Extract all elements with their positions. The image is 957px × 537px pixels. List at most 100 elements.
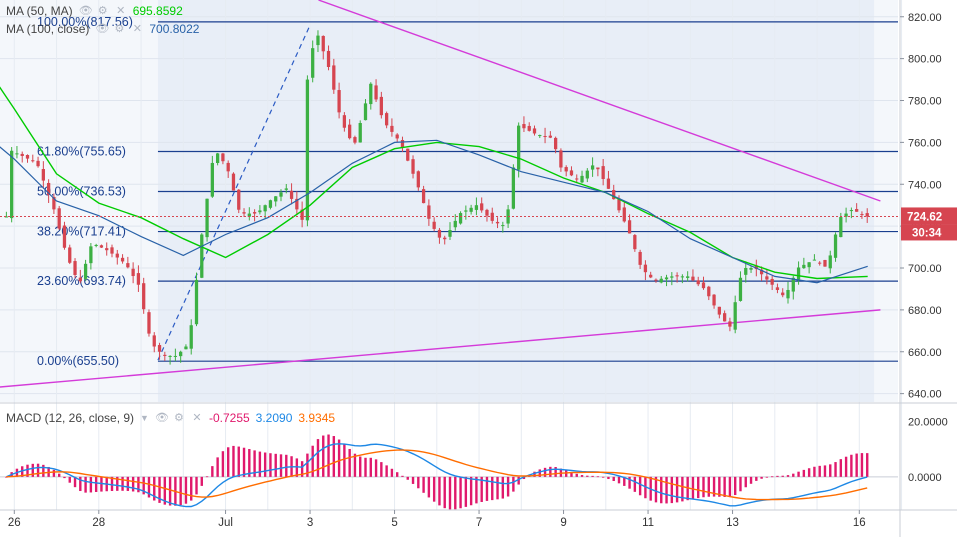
candle-up bbox=[538, 135, 542, 137]
price-axis-label: 700.00 bbox=[908, 263, 942, 275]
ma100-line bbox=[0, 139, 868, 284]
gear-icon[interactable]: ⚙ bbox=[174, 412, 184, 424]
macd-histogram-bar bbox=[491, 476, 494, 501]
candle-down bbox=[712, 294, 716, 306]
candle-down bbox=[52, 196, 56, 210]
gear-icon[interactable]: ⚙ bbox=[97, 5, 108, 17]
ma50-legend[interactable]: MA (50, MA) 👁 ⚙ ✕ 695.8592 bbox=[6, 4, 183, 18]
candle-up bbox=[585, 170, 589, 179]
macd-histogram-bar bbox=[765, 476, 769, 478]
candle-down bbox=[252, 212, 257, 214]
candle-up bbox=[844, 213, 848, 217]
candle-down bbox=[649, 274, 653, 278]
ma100-legend[interactable]: MA (100, close) 👁 ⚙ ✕ 700.8022 bbox=[6, 22, 199, 36]
macd-histogram-bar bbox=[723, 476, 726, 497]
candle-up bbox=[316, 35, 320, 46]
macd-histogram-bar bbox=[142, 476, 145, 495]
macd-histogram-bar bbox=[496, 476, 499, 500]
macd-histogram-bar bbox=[21, 466, 24, 477]
macd-histogram-bar bbox=[258, 451, 262, 477]
macd-histogram-bar bbox=[274, 453, 277, 477]
candle-down bbox=[295, 198, 299, 210]
macd-histogram-bar bbox=[549, 466, 552, 477]
macd-histogram-bar bbox=[802, 469, 806, 477]
macd-histogram-bar bbox=[855, 453, 858, 477]
close-icon[interactable]: ✕ bbox=[116, 5, 126, 17]
candle-down bbox=[691, 276, 695, 281]
candle-down bbox=[152, 335, 156, 347]
countdown-badge bbox=[901, 224, 957, 241]
candle-down bbox=[242, 212, 246, 214]
candle-up bbox=[247, 213, 251, 217]
close-icon[interactable]: ✕ bbox=[132, 23, 142, 35]
candle-up bbox=[474, 205, 479, 210]
eye-icon[interactable]: 👁 bbox=[95, 23, 110, 35]
candle-down bbox=[707, 286, 711, 297]
candle-down bbox=[654, 279, 658, 281]
macd-histogram-bar bbox=[42, 464, 45, 477]
macd-histogram-bar bbox=[448, 476, 452, 510]
chevron-down-icon[interactable]: ▼ bbox=[140, 413, 149, 423]
candle-down bbox=[495, 221, 500, 224]
candle-down bbox=[395, 134, 399, 139]
candle-down bbox=[326, 50, 331, 67]
macd-histogram-bar bbox=[427, 476, 431, 498]
macd-histogram-bar bbox=[670, 476, 674, 504]
candle-up bbox=[215, 153, 220, 164]
macd-histogram-bar bbox=[269, 453, 272, 477]
eye-icon[interactable]: 👁 bbox=[154, 412, 169, 424]
candle-down bbox=[110, 247, 114, 254]
macd-histogram-bar bbox=[221, 451, 225, 477]
macd-axis-label: 20.0000 bbox=[908, 417, 948, 429]
candle-down bbox=[353, 137, 357, 143]
candle-down bbox=[612, 190, 616, 200]
candle-down bbox=[643, 264, 648, 273]
candle-down bbox=[575, 178, 579, 180]
candle-up bbox=[659, 278, 663, 283]
macd-histogram-bar bbox=[248, 449, 251, 477]
macd-histogram-bar bbox=[332, 436, 336, 477]
macd-histogram-bar bbox=[337, 439, 341, 477]
macd-histogram-bar bbox=[137, 476, 140, 493]
close-icon[interactable]: ✕ bbox=[192, 412, 202, 424]
macd-histogram-bar bbox=[79, 476, 82, 492]
candle-down bbox=[337, 90, 341, 113]
fib-level-label: 38.20%(717.41) bbox=[37, 225, 126, 239]
macd-legend[interactable]: MACD (12, 26, close, 9) ▼ 👁 ⚙ ✕ -0.7255 … bbox=[6, 411, 335, 425]
candle-down bbox=[390, 125, 394, 132]
macd-histogram-bar bbox=[475, 476, 478, 504]
candle-up bbox=[807, 262, 811, 268]
gear-icon[interactable]: ⚙ bbox=[114, 23, 125, 35]
macd-histogram-bar bbox=[63, 476, 66, 479]
candle-down bbox=[126, 263, 130, 268]
ma50-line bbox=[0, 86, 868, 280]
macd-histogram-bar bbox=[147, 476, 151, 498]
macd-signal-value: 3.9345 bbox=[298, 411, 336, 425]
macd-histogram-bar bbox=[454, 476, 457, 510]
candle-up bbox=[200, 234, 204, 278]
candle-down bbox=[818, 262, 822, 264]
macd-histogram-bar bbox=[395, 472, 399, 477]
time-axis-label: 9 bbox=[560, 517, 566, 529]
candle-up bbox=[168, 355, 172, 357]
candle-up bbox=[205, 198, 209, 238]
macd-histogram-bar bbox=[179, 476, 182, 506]
candle-down bbox=[485, 209, 489, 216]
eye-icon[interactable]: 👁 bbox=[78, 5, 93, 17]
candle-up bbox=[263, 205, 267, 212]
candle-down bbox=[759, 269, 764, 275]
candle-down bbox=[142, 283, 146, 310]
macd-histogram-bar bbox=[26, 464, 29, 477]
macd-histogram-bar bbox=[237, 446, 240, 477]
candle-up bbox=[833, 234, 838, 258]
candle-down bbox=[342, 115, 347, 128]
fib-level-label: 61.80%(755.65) bbox=[37, 144, 126, 158]
price-axis-label: 680.00 bbox=[908, 305, 942, 317]
price-axis-label: 800.00 bbox=[908, 54, 942, 66]
macd-histogram-bar bbox=[438, 476, 441, 506]
macd-histogram-bar bbox=[506, 476, 510, 497]
macd-histogram-bar bbox=[432, 476, 436, 502]
macd-histogram-bar bbox=[184, 476, 188, 504]
